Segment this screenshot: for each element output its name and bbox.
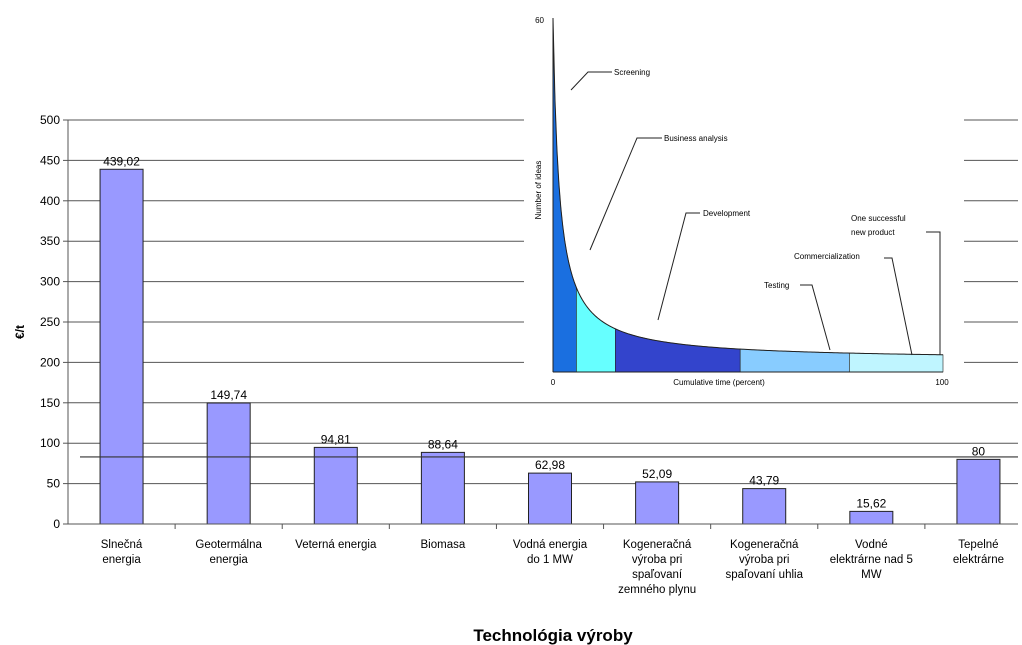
category-label: výroba pri: [739, 554, 790, 566]
stage-leader: [800, 284, 831, 351]
inset-x-tick-label: 100: [935, 378, 949, 387]
main-y-tick-label: 450: [40, 153, 60, 167]
bar: [206, 402, 251, 525]
value-label: 62,98: [535, 458, 565, 472]
category-label: do 1 MW: [527, 554, 573, 566]
value-label: 149,74: [210, 388, 247, 402]
category-label: Geotermálna: [195, 539, 262, 551]
category-label: Tepelné: [958, 539, 998, 551]
value-label: 88,64: [428, 437, 458, 451]
category-label: Veterná energia: [295, 539, 377, 551]
main-y-tick-label: 250: [40, 315, 60, 329]
inset-stage-labels: Screening Business analysis Development Tes…: [614, 68, 860, 290]
category-label: zemného plynu: [618, 584, 696, 596]
value-label: 43,79: [749, 474, 779, 488]
stage-label: Screening: [614, 68, 650, 77]
main-bars: [99, 168, 1001, 525]
category-label: MW: [861, 569, 882, 581]
category-label: Vodné: [855, 539, 888, 551]
main-y-tick-labels: 0 50 100 150 200 250 300 350 400 450 500: [40, 113, 60, 531]
stage-leader: [657, 212, 700, 321]
bar: [99, 168, 144, 525]
main-y-tick-label: 0: [53, 517, 60, 531]
inset-axes: [552, 18, 943, 373]
inset-annotation-line-1: One successful: [851, 214, 906, 223]
main-y-tick-label: 50: [47, 477, 61, 491]
bar: [849, 510, 894, 525]
main-y-tick-label: 300: [40, 275, 60, 289]
stage-leader: [570, 71, 612, 91]
bar: [420, 451, 465, 525]
main-y-tick-label: 100: [40, 436, 60, 450]
main-axes: [63, 119, 1018, 529]
category-label: spaľovaní: [632, 569, 683, 581]
stage-leader: [589, 137, 662, 251]
inset-annotation-line-2: new product: [851, 228, 895, 237]
main-y-tick-label: 350: [40, 234, 60, 248]
value-label: 15,62: [856, 496, 886, 510]
category-label: Kogeneračná: [730, 539, 799, 551]
category-label: energia: [102, 554, 141, 566]
main-category-labels: Slnečná energia Geotermálna energia Veterná …: [101, 539, 1004, 596]
value-label: 94,81: [321, 432, 351, 446]
main-y-tick-label: 500: [40, 113, 60, 127]
category-label: energia: [209, 554, 248, 566]
stage-area: [849, 352, 944, 373]
category-label: spaľovaní uhlia: [725, 569, 803, 581]
main-y-tick-label: 150: [40, 396, 60, 410]
inset-x-axis-title: Cumulative time (percent): [673, 378, 765, 387]
value-label: 52,09: [642, 467, 672, 481]
annotation-leader: [926, 231, 941, 355]
category-label: výroba pri: [632, 554, 683, 566]
main-value-labels: 439,02 149,74 94,81 88,64 62,98 52,09 43,79 15,…: [103, 154, 985, 510]
main-y-tick-label: 200: [40, 355, 60, 369]
bar: [528, 472, 572, 525]
stage-label: Commercialization: [794, 252, 860, 261]
bar: [313, 446, 358, 525]
value-label: 80: [972, 444, 986, 458]
stage-leader: [884, 257, 913, 356]
stage-label: Development: [703, 209, 751, 218]
y-axis-title: €/t: [13, 325, 27, 339]
category-label: Slnečná: [101, 539, 143, 551]
inset-chart: Screening Business analysis Development Tes…: [524, 4, 964, 394]
stage-label: Business analysis: [664, 134, 728, 143]
bar: [742, 488, 787, 525]
category-label: elektrárne: [953, 554, 1004, 566]
category-label: Kogeneračná: [623, 539, 692, 551]
inset-x-tick-label: 0: [551, 378, 556, 387]
inset-stage-leaders: [570, 71, 941, 356]
bar: [635, 481, 680, 525]
x-axis-title: Technológia výroby: [473, 626, 633, 645]
inset-curve: [552, 17, 944, 356]
category-label: Vodná energia: [513, 539, 588, 551]
bar: [956, 458, 1001, 525]
inset-y-axis-title: Number of ideas: [534, 161, 543, 220]
inset-y-tick-label: 60: [535, 16, 544, 25]
stage-label: Testing: [764, 281, 789, 290]
category-label: Biomasa: [421, 539, 466, 551]
value-label: 439,02: [103, 154, 140, 168]
bar-chart: 0 50 100 150 200 250 300 350 400 450 500 439,02 149…: [13, 113, 1018, 645]
main-y-tick-label: 400: [40, 194, 60, 208]
category-label: elektrárne nad 5: [830, 554, 913, 566]
